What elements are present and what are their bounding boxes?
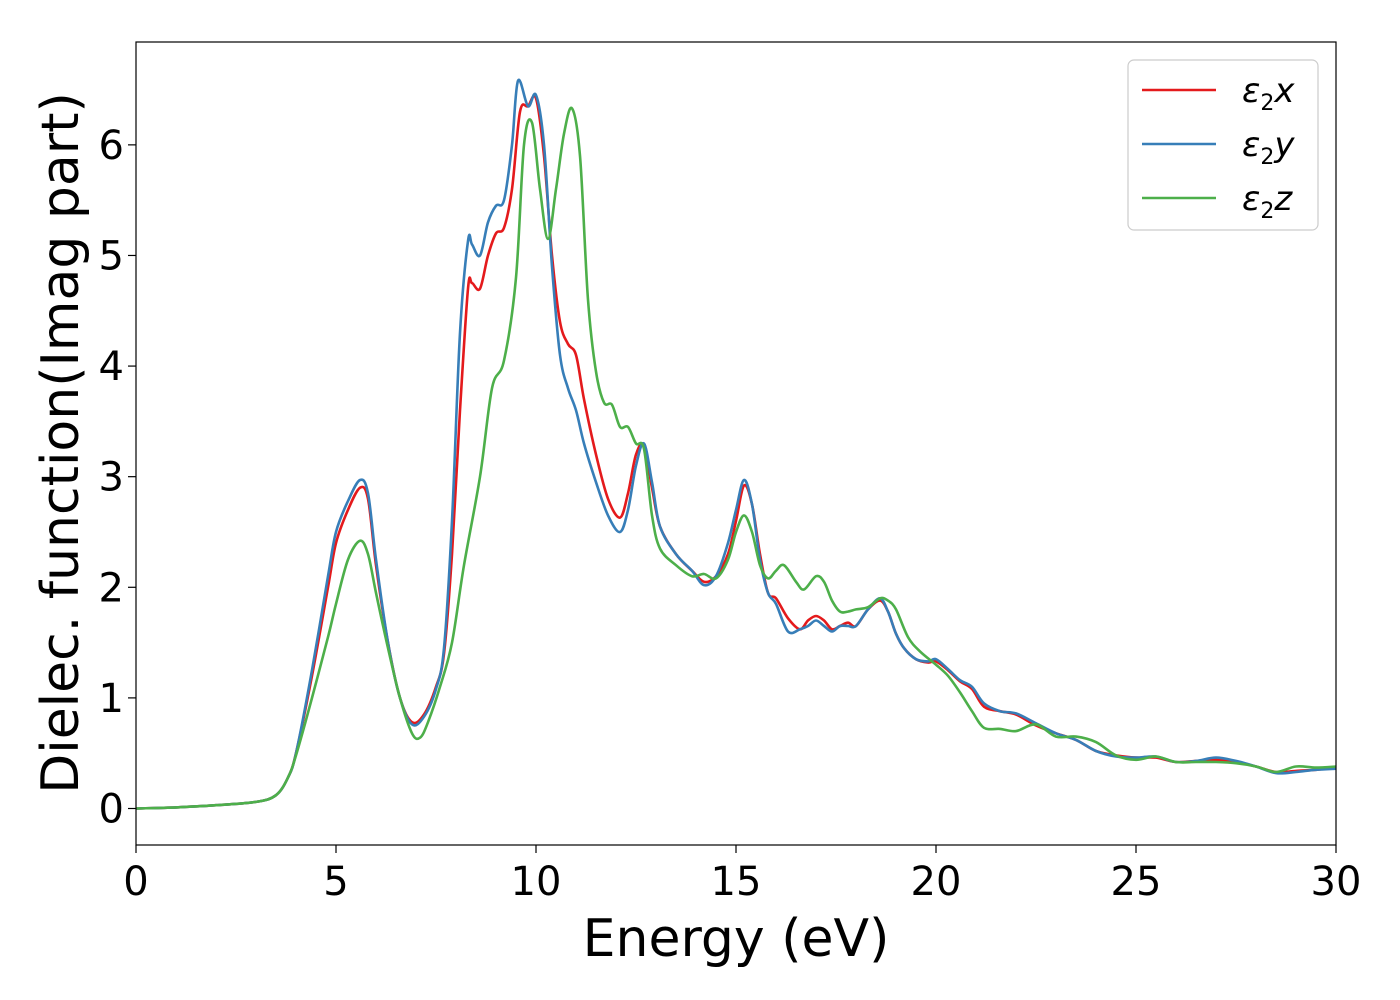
x-tick-label: 15 bbox=[711, 859, 762, 905]
legend: ε2x ε2y ε2z bbox=[1127, 59, 1319, 231]
legend-label-z: ε2z bbox=[1242, 179, 1293, 224]
y-tick-label: 1 bbox=[99, 676, 124, 722]
x-axis-label: Energy (eV) bbox=[583, 909, 890, 969]
x-axis: 0 5 10 15 20 25 30 bbox=[123, 845, 1361, 905]
x-tick-label: 10 bbox=[511, 859, 562, 905]
x-tick-label: 5 bbox=[323, 859, 348, 905]
y-tick-label: 0 bbox=[99, 787, 124, 833]
y-tick-label: 2 bbox=[99, 565, 124, 611]
y-tick-label: 6 bbox=[99, 123, 124, 169]
legend-label-y: ε2y bbox=[1242, 125, 1295, 170]
y-tick-label: 4 bbox=[99, 344, 124, 390]
y-axis: 0 1 2 3 4 5 6 bbox=[99, 123, 136, 833]
y-tick-label: 3 bbox=[99, 455, 124, 501]
y-tick-label: 5 bbox=[99, 233, 124, 279]
y-axis-label: Dielec. function(Imag part) bbox=[31, 92, 91, 794]
x-tick-label: 25 bbox=[1111, 859, 1162, 905]
x-tick-label: 20 bbox=[911, 859, 962, 905]
legend-box bbox=[1127, 59, 1319, 231]
x-tick-label: 0 bbox=[123, 859, 148, 905]
legend-label-x: ε2x bbox=[1242, 71, 1295, 116]
series-line-z bbox=[135, 106, 1337, 810]
x-tick-label: 30 bbox=[1311, 859, 1362, 905]
series-layer bbox=[135, 78, 1337, 810]
